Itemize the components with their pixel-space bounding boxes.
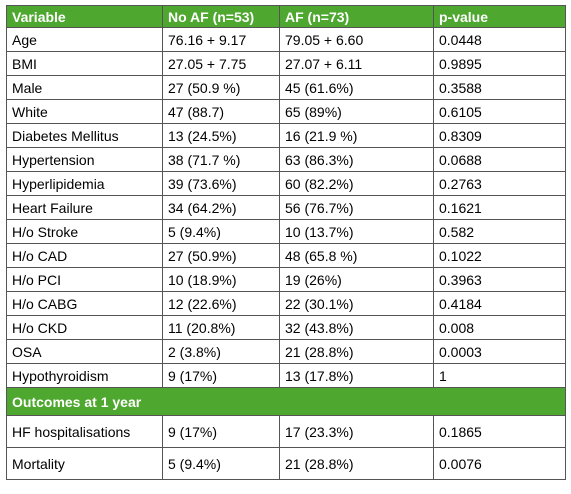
no-af-cell: 9 (17%) — [162, 415, 280, 448]
variable-cell: H/o CABG — [6, 291, 163, 316]
p-value-cell: 0.008 — [433, 315, 566, 340]
af-cell: 22 (30.1%) — [279, 291, 434, 316]
table-row: Hypertension 38 (71.7 %) 63 (86.3%) 0.0688 — [6, 147, 566, 172]
no-af-cell: 27 (50.9%) — [162, 243, 280, 268]
no-af-cell: 10 (18.9%) — [162, 267, 280, 292]
variable-cell: White — [6, 99, 163, 124]
table-row: H/o CAD 27 (50.9%) 48 (65.8 %) 0.1022 — [6, 243, 566, 268]
no-af-cell: 76.16 + 9.17 — [162, 27, 280, 52]
variable-cell: BMI — [6, 51, 163, 76]
p-value-cell: 0.3963 — [433, 267, 566, 292]
af-cell: 32 (43.8%) — [279, 315, 434, 340]
p-value-cell: 0.0076 — [433, 447, 566, 480]
table-row: Hypothyroidism 9 (17%) 13 (17.8%) 1 — [6, 363, 566, 388]
header-cell-p-value: p-value — [433, 5, 566, 28]
no-af-cell: 39 (73.6%) — [162, 171, 280, 196]
table-row: HF hospitalisations 9 (17%) 17 (23.3%) 0.18… — [6, 415, 566, 448]
variable-cell: HF hospitalisations — [6, 415, 163, 448]
table-row: Age 76.16 + 9.17 79.05 + 6.60 0.0448 — [6, 27, 566, 52]
no-af-cell: 5 (9.4%) — [162, 447, 280, 480]
no-af-cell: 47 (88.7) — [162, 99, 280, 124]
table-row: Diabetes Mellitus 13 (24.5%) 16 (21.9 %) 0.… — [6, 123, 566, 148]
variable-cell: Age — [6, 27, 163, 52]
header-row: Variable No AF (n=53) AF (n=73) p-value — [6, 5, 566, 28]
af-cell: 13 (17.8%) — [279, 363, 434, 388]
af-cell: 48 (65.8 %) — [279, 243, 434, 268]
table-row: H/o CKD 11 (20.8%) 32 (43.8%) 0.008 — [6, 315, 566, 340]
variable-cell: H/o Stroke — [6, 219, 163, 244]
variable-cell: Mortality — [6, 447, 163, 480]
af-cell: 63 (86.3%) — [279, 147, 434, 172]
p-value-cell: 0.0448 — [433, 27, 566, 52]
no-af-cell: 9 (17%) — [162, 363, 280, 388]
af-cell: 60 (82.2%) — [279, 171, 434, 196]
p-value-cell: 0.9895 — [433, 51, 566, 76]
variable-cell: Hyperlipidemia — [6, 171, 163, 196]
table-row: Heart Failure 34 (64.2%) 56 (76.7%) 0.1621 — [6, 195, 566, 220]
no-af-cell: 27 (50.9 %) — [162, 75, 280, 100]
p-value-cell: 0.6105 — [433, 99, 566, 124]
header-cell-af: AF (n=73) — [279, 5, 434, 28]
table-row: H/o Stroke 5 (9.4%) 10 (13.7%) 0.582 — [6, 219, 566, 244]
table-row: BMI 27.05 + 7.75 27.07 + 6.11 0.9895 — [6, 51, 566, 76]
table-row: H/o CABG 12 (22.6%) 22 (30.1%) 0.4184 — [6, 291, 566, 316]
header-cell-variable: Variable — [6, 5, 163, 28]
table-row: H/o PCI 10 (18.9%) 19 (26%) 0.3963 — [6, 267, 566, 292]
p-value-cell: 0.0003 — [433, 339, 566, 364]
table-row: White 47 (88.7) 65 (89%) 0.6105 — [6, 99, 566, 124]
af-cell: 10 (13.7%) — [279, 219, 434, 244]
variable-cell: H/o CAD — [6, 243, 163, 268]
variable-cell: H/o PCI — [6, 267, 163, 292]
header-cell-no-af: No AF (n=53) — [162, 5, 280, 28]
table-row: Mortality 5 (9.4%) 21 (28.8%) 0.0076 — [6, 447, 566, 480]
section-title: Outcomes at 1 year — [6, 387, 566, 416]
p-value-cell: 0.3588 — [433, 75, 566, 100]
variable-cell: OSA — [6, 339, 163, 364]
section-header-row: Outcomes at 1 year — [6, 387, 566, 416]
af-cell: 56 (76.7%) — [279, 195, 434, 220]
no-af-cell: 27.05 + 7.75 — [162, 51, 280, 76]
af-cell: 27.07 + 6.11 — [279, 51, 434, 76]
variable-cell: H/o CKD — [6, 315, 163, 340]
af-cell: 65 (89%) — [279, 99, 434, 124]
no-af-cell: 2 (3.8%) — [162, 339, 280, 364]
p-value-cell: 0.2763 — [433, 171, 566, 196]
no-af-cell: 5 (9.4%) — [162, 219, 280, 244]
p-value-cell: 0.1621 — [433, 195, 566, 220]
af-cell: 16 (21.9 %) — [279, 123, 434, 148]
af-cell: 79.05 + 6.60 — [279, 27, 434, 52]
variable-cell: Hypertension — [6, 147, 163, 172]
no-af-cell: 38 (71.7 %) — [162, 147, 280, 172]
p-value-cell: 0.8309 — [433, 123, 566, 148]
p-value-cell: 0.1022 — [433, 243, 566, 268]
af-cell: 45 (61.6%) — [279, 75, 434, 100]
table-row: OSA 2 (3.8%) 21 (28.8%) 0.0003 — [6, 339, 566, 364]
af-cell: 19 (26%) — [279, 267, 434, 292]
p-value-cell: 0.582 — [433, 219, 566, 244]
table-row: Hyperlipidemia 39 (73.6%) 60 (82.2%) 0.2763 — [6, 171, 566, 196]
table-row: Male 27 (50.9 %) 45 (61.6%) 0.3588 — [6, 75, 566, 100]
variable-cell: Diabetes Mellitus — [6, 123, 163, 148]
p-value-cell: 0.1865 — [433, 415, 566, 448]
variable-cell: Male — [6, 75, 163, 100]
variable-cell: Hypothyroidism — [6, 363, 163, 388]
af-cell: 21 (28.8%) — [279, 339, 434, 364]
no-af-cell: 13 (24.5%) — [162, 123, 280, 148]
no-af-cell: 11 (20.8%) — [162, 315, 280, 340]
p-value-cell: 0.0688 — [433, 147, 566, 172]
no-af-cell: 34 (64.2%) — [162, 195, 280, 220]
no-af-cell: 12 (22.6%) — [162, 291, 280, 316]
af-cell: 17 (23.3%) — [279, 415, 434, 448]
baseline-characteristics-table: Variable No AF (n=53) AF (n=73) p-value … — [6, 5, 566, 480]
p-value-cell: 0.4184 — [433, 291, 566, 316]
variable-cell: Heart Failure — [6, 195, 163, 220]
af-cell: 21 (28.8%) — [279, 447, 434, 480]
p-value-cell: 1 — [433, 363, 566, 388]
